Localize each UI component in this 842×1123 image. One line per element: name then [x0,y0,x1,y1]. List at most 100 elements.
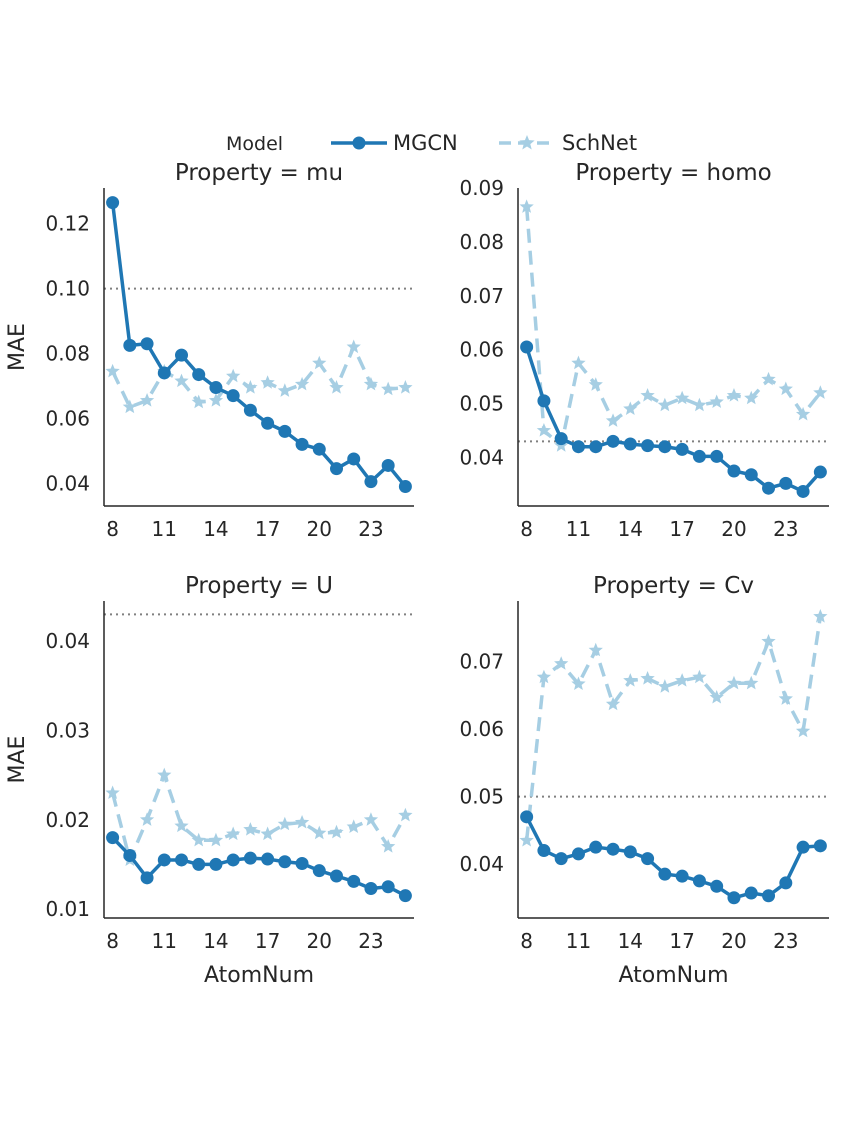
data-point-schnet [675,390,690,405]
y-tick-label: 0.05 [459,785,504,809]
data-point-schnet [208,832,224,847]
series-line-mgcn [525,816,821,900]
legend-entry-schnet: SchNet [499,131,637,155]
data-point-mgcn [641,439,655,453]
data-point-schnet [536,423,552,437]
data-point-mgcn [537,394,551,408]
y-tick-label: 0.07 [459,650,504,674]
y-tick-label: 0.05 [459,392,504,416]
x-tick-label: 11 [152,929,177,953]
x-tick-label: 11 [566,517,591,541]
data-point-schnet [623,401,638,416]
panel-u: Property = U MAE AtomNum 0.010.020.030.0… [5,573,414,988]
data-point-schnet [605,696,621,711]
data-point-schnet [381,839,396,853]
data-point-mgcn [192,368,206,382]
data-point-schnet [640,671,655,685]
data-point-schnet [312,355,327,370]
legend: Model MGCN SchNet [226,131,637,155]
data-point-mgcn [658,440,672,454]
data-point-schnet [157,767,172,782]
data-point-schnet [744,390,759,405]
series-group [105,767,413,903]
y-tick-label: 0.04 [45,471,90,495]
data-point-mgcn [520,340,534,354]
y-tick-label: 0.02 [45,808,90,832]
data-point-schnet [294,376,310,391]
x-axis-label: AtomNum [618,963,728,988]
data-point-mgcn [226,389,240,403]
data-point-schnet [363,812,379,826]
data-point-schnet [122,399,137,414]
y-ticks: 0.04 0.06 0.08 0.10 0.12 [45,212,90,496]
data-point-mgcn [243,403,257,417]
data-point-mgcn [175,348,188,362]
data-point-schnet [398,380,413,394]
data-point-mgcn [157,366,171,380]
data-point-schnet [294,814,310,829]
y-tick-label: 0.04 [459,445,504,469]
series-line-schnet [524,206,822,448]
data-point-schnet [139,812,155,826]
y-tick-label: 0.12 [45,212,90,236]
data-point-schnet [813,385,828,399]
data-point-mgcn [243,851,257,865]
data-point-mgcn [192,857,206,871]
x-tick-label: 14 [203,929,228,953]
y-tick-label: 0.01 [45,897,90,921]
data-point-mgcn [762,481,776,495]
x-tick-label: 17 [669,517,694,541]
x-tick-label: 17 [255,929,280,953]
x-tick-label: 20 [307,929,332,953]
data-point-mgcn [744,468,758,482]
data-point-mgcn [226,853,240,867]
x-tick-label: 11 [152,517,177,541]
data-point-schnet [226,368,241,383]
data-point-schnet [709,689,724,704]
data-point-schnet [519,199,534,213]
data-point-mgcn [727,464,741,478]
series-group [519,609,828,905]
data-point-schnet [174,818,189,833]
data-point-schnet [329,380,344,394]
data-point-mgcn [675,442,689,456]
data-point-mgcn [727,891,741,905]
data-point-mgcn [364,475,378,489]
data-point-mgcn [710,879,724,893]
data-point-mgcn [796,484,810,498]
data-point-schnet [813,609,828,623]
data-point-schnet [675,673,690,687]
x-ticks: 8 11 14 17 20 23 [520,517,798,541]
series-line-schnet [110,773,407,862]
y-tick-label: 0.06 [459,338,504,362]
data-point-mgcn [140,337,154,351]
y-ticks: 0.04 0.05 0.06 0.07 [459,650,504,876]
legend-marker-mgcn [352,136,366,150]
data-point-mgcn [813,839,827,853]
data-point-schnet [208,393,224,407]
data-point-mgcn [381,880,395,894]
x-tick-label: 23 [773,929,798,953]
data-point-schnet [795,406,811,421]
data-point-schnet [692,669,707,684]
legend-title: Model [226,133,283,155]
series-line-mgcn [111,836,407,898]
data-point-schnet [346,819,361,833]
x-tick-label: 11 [566,929,591,953]
series-line-schnet [111,345,406,409]
x-axis-label: AtomNum [204,963,314,988]
data-point-mgcn [537,844,551,858]
y-tick-label: 0.09 [459,176,504,200]
data-point-mgcn [398,480,412,494]
y-ticks: 0.01 0.02 0.03 0.04 [45,629,90,921]
data-point-mgcn [692,874,706,888]
data-point-mgcn [295,857,309,871]
y-tick-label: 0.06 [45,406,90,430]
data-point-schnet [277,383,292,397]
x-tick-label: 17 [669,929,694,953]
x-tick-label: 8 [106,929,119,953]
data-point-mgcn [364,882,378,896]
panel-title: Property = homo [575,160,771,186]
data-point-mgcn [554,852,568,866]
